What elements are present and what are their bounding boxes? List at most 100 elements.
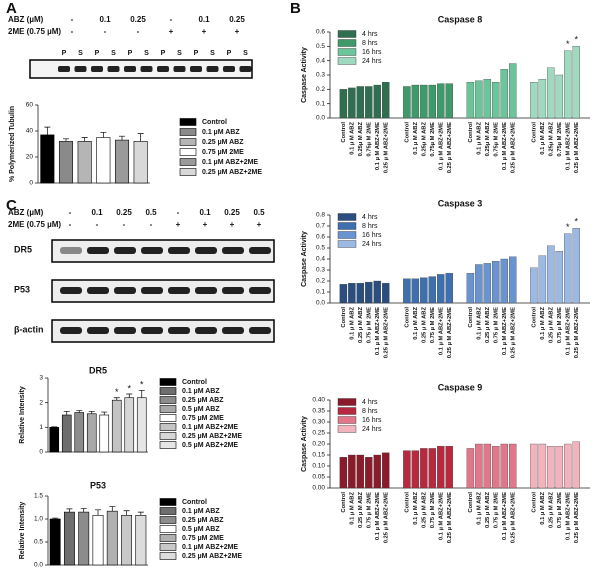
x-tick-label: 0.1 µ M ABZ+2ME <box>438 122 444 170</box>
legend-label: 0.1 µM ABZ <box>182 508 220 515</box>
error-bar <box>44 126 51 135</box>
bar <box>373 84 381 119</box>
x-tick-label: 0.25 µ M ABZ <box>421 492 427 528</box>
x-tick-label: Control <box>404 492 410 513</box>
bar <box>428 84 437 119</box>
panel-label: B <box>290 0 301 17</box>
error-bar <box>126 393 133 398</box>
y-tick-label: 0.0 <box>316 115 325 122</box>
y-tick-label: 0.7 <box>316 223 325 230</box>
band-label: DR5 <box>14 244 32 254</box>
blot-lane-label: 0.1 <box>199 208 211 217</box>
legend-swatch <box>337 30 357 38</box>
blot-band <box>141 247 163 254</box>
x-tick-label: 0.75µ M 2ME <box>366 122 372 157</box>
y-axis-title: Caspase Activity <box>301 416 308 472</box>
bar <box>86 413 97 453</box>
chart-title: P53 <box>90 480 106 490</box>
chart-title: Caspase 3 <box>438 198 483 208</box>
lane-label: S <box>177 50 182 57</box>
legend-label: 0.5 µM ABZ+2ME <box>182 442 238 449</box>
significance: * <box>566 222 570 232</box>
bar <box>121 515 133 566</box>
x-tick-label: 0.25 µ M ABZ+2ME <box>383 492 389 543</box>
y-tick-label: 0.6 <box>316 234 325 241</box>
bar <box>348 454 356 489</box>
legend-label: 0.75 µM 2ME <box>182 535 224 542</box>
bar <box>509 63 517 119</box>
legend-label: 0.1 µM ABZ+2ME <box>182 544 238 551</box>
blot-band <box>195 247 217 254</box>
x-tick-label: 0.75 µ M 2ME <box>430 307 436 343</box>
legend-swatch <box>159 378 177 386</box>
legend-swatch <box>159 516 177 524</box>
y-tick-label: 0.5 <box>316 43 325 50</box>
x-tick-label: 0.25µ M ABZ <box>485 122 491 157</box>
bar <box>420 277 428 304</box>
x-tick-label: 0.1 µ M ABZ+2ME <box>375 307 381 355</box>
bar <box>356 86 365 119</box>
x-tick-label: 0.25 µ M ABZ+2ME <box>447 122 453 173</box>
y-tick-label: 0.1 <box>316 289 325 296</box>
legend-swatch <box>159 552 177 560</box>
legend-swatch <box>159 498 177 506</box>
bar <box>411 278 420 304</box>
legend-label: 16 hrs <box>362 232 382 239</box>
significance: * <box>127 383 131 393</box>
legend-label: 0.5 µM ABZ <box>182 406 220 413</box>
x-tick-label: 0.25µ M ABZ <box>358 122 364 157</box>
x-tick-label: 0.25 µ M ABZ+2ME <box>510 492 516 543</box>
bar <box>61 414 72 453</box>
error-bar <box>137 511 144 516</box>
x-tick-label: 0.25 µ M ABZ+2ME <box>510 122 516 173</box>
x-tick-label: 0.75 µ M 2ME <box>430 492 436 528</box>
significance: * <box>115 387 119 397</box>
y-tick-label: 2 <box>39 399 43 406</box>
blot-lane-label: 0.1 <box>91 208 103 217</box>
x-tick-label: 0.1 µ M ABZ <box>476 122 482 155</box>
blot-lane-label: 0.5 <box>253 208 265 217</box>
bar <box>572 46 580 119</box>
bar <box>564 50 572 119</box>
blot-lane-label: - <box>137 27 140 36</box>
error-bar <box>80 508 87 513</box>
y-tick-label: 0.2 <box>316 278 325 285</box>
bar <box>356 283 365 304</box>
bar <box>348 283 356 304</box>
blot-band <box>74 66 87 72</box>
blot-lane-label: - <box>123 220 126 229</box>
x-tick-label: Control <box>468 307 474 328</box>
blot-band <box>222 327 244 334</box>
bar <box>564 233 572 304</box>
bar <box>96 137 111 184</box>
y-tick-label: 0.30 <box>312 419 325 426</box>
error-bar <box>113 397 120 401</box>
y-tick-label: 0.10 <box>312 463 325 470</box>
y-tick-label: 0 <box>29 180 33 187</box>
bar <box>538 443 547 489</box>
legend-swatch <box>179 148 197 156</box>
bar <box>509 443 517 489</box>
blot-band <box>157 66 169 72</box>
bar <box>445 83 453 119</box>
y-tick-label: 0 <box>39 449 43 456</box>
bar <box>466 448 475 489</box>
blot-band <box>87 327 109 334</box>
legend-swatch <box>337 416 357 424</box>
bar <box>382 82 390 119</box>
significance: * <box>574 35 578 45</box>
bar <box>99 414 110 453</box>
legend-label: 24 hrs <box>362 58 382 65</box>
blot-band <box>222 287 244 294</box>
blot-row-label: ABZ (µM) <box>8 208 44 217</box>
legend-swatch <box>179 128 197 136</box>
bar <box>339 89 348 119</box>
error-bar <box>101 411 108 415</box>
x-tick-label: 0.25 µ M ABZ <box>485 307 491 343</box>
bar <box>106 510 118 566</box>
x-tick-label: Control <box>531 492 537 513</box>
bar <box>445 273 453 304</box>
bar <box>555 446 564 489</box>
bar <box>466 82 475 119</box>
blot-row-label: 2ME (0.75 µM) <box>8 220 61 229</box>
